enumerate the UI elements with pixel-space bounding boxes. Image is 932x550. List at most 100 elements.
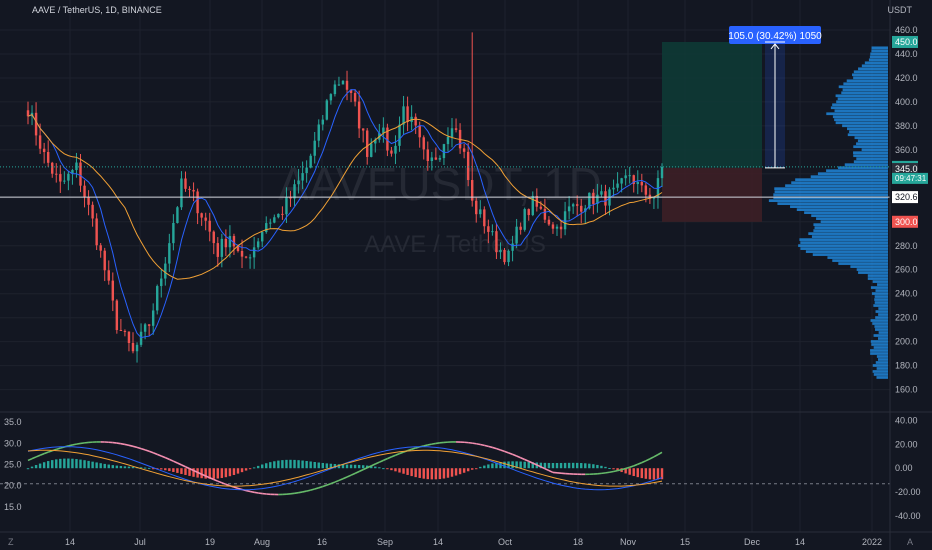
osc-main-line (338, 478, 344, 482)
osc-histogram-bar (188, 468, 191, 476)
symbol-title: AAVE / TetherUS, 1D, BINANCE (32, 5, 162, 15)
candle-body (495, 231, 498, 253)
osc-main-line (116, 442, 122, 445)
candle-body (406, 106, 409, 122)
volume-profile-bar (849, 130, 888, 134)
osc-main-line (508, 452, 513, 456)
price-range-measure[interactable]: 105.0 (30.42%) 1050 (728, 26, 822, 169)
price-tick-label: 160.0 (895, 385, 918, 395)
osc-histogram-bar (277, 460, 280, 469)
candle-body (228, 236, 232, 248)
candle-body (240, 250, 244, 257)
volume-profile-bar (841, 91, 888, 95)
osc-left-tick: 30.0 (4, 438, 22, 448)
price-tick-label: 360.0 (895, 145, 918, 155)
candle-body (111, 280, 115, 301)
candle-body (67, 173, 70, 181)
volume-profile-bar (832, 259, 888, 262)
volume-profile-bar (878, 358, 888, 361)
osc-histogram-bar (515, 461, 518, 469)
osc-histogram-bar (172, 468, 175, 472)
osc-main-line (209, 477, 215, 481)
candle-body (580, 205, 583, 212)
candle-body (131, 342, 135, 352)
horizontal-line[interactable] (0, 166, 890, 198)
osc-histogram-bar (656, 468, 660, 480)
candle-body (34, 112, 38, 136)
osc-main-line (56, 447, 61, 451)
time-tick-label: Dec (744, 537, 761, 547)
osc-main-line (657, 451, 663, 456)
osc-main-line (128, 444, 134, 448)
candle-body (256, 241, 260, 248)
long-position-tool[interactable] (662, 41, 762, 222)
osc-main-line (480, 443, 485, 447)
osc-histogram-bar (51, 460, 54, 469)
osc-histogram-bar (281, 460, 284, 469)
volume-profile-bar (853, 145, 888, 149)
candle-body (382, 127, 385, 133)
volume-profile-bar (814, 226, 888, 229)
osc-histogram-bar (442, 468, 446, 479)
osc-histogram-bar (592, 464, 595, 469)
volume-profile (768, 46, 888, 379)
candle-body (55, 173, 58, 175)
osc-histogram-bar (244, 468, 248, 471)
volume-profile-bar (870, 340, 888, 343)
timezone-icon[interactable]: Z (8, 537, 14, 547)
candle-body (103, 250, 106, 271)
osc-main-line (427, 443, 432, 446)
osc-histogram-bar (265, 463, 268, 469)
volume-profile-bar (817, 172, 888, 176)
osc-main-line (516, 455, 521, 459)
osc-main-line (330, 481, 336, 485)
osc-histogram-bar (212, 468, 215, 479)
volume-profile-bar (876, 376, 888, 379)
volume-profile-bar (869, 55, 888, 59)
candle-body (584, 208, 587, 212)
time-tick-label: 2022 (862, 537, 882, 547)
osc-histogram-bar (83, 460, 86, 469)
osc-histogram-bar (450, 468, 454, 477)
time-tick-label: 16 (317, 537, 327, 547)
candle-body (309, 155, 312, 168)
osc-histogram-bar (547, 462, 551, 469)
osc-main-line (213, 478, 219, 482)
price-tag (892, 215, 918, 228)
osc-main-line (132, 445, 138, 449)
candle-body (301, 173, 304, 181)
osc-main-line (177, 462, 182, 466)
osc-main-line (144, 449, 150, 453)
volume-profile-bar (861, 148, 888, 152)
osc-right-tick: -20.00 (895, 487, 921, 497)
osc-histogram-bar (454, 468, 458, 476)
volume-profile-bar (870, 352, 888, 355)
osc-histogram-bar (42, 462, 46, 469)
auto-scale-icon[interactable]: A (907, 537, 913, 547)
candle-body (329, 94, 333, 101)
osc-main-line (156, 453, 162, 457)
osc-histogram-bar (365, 465, 369, 469)
volume-profile-bar (870, 349, 888, 352)
time-axis[interactable]: 14 Jul 19 Aug 16 Sep 14 Oct 18 Nov 15 Dec 14 2022 (0, 531, 932, 547)
candle-body (160, 278, 163, 287)
candle-body (261, 232, 264, 242)
volume-profile-bar (835, 94, 888, 98)
time-tick-label: 14 (433, 537, 443, 547)
osc-histogram-bar (248, 468, 252, 470)
osc-histogram-bar (499, 462, 502, 469)
candle-body (596, 194, 599, 205)
candle-body (450, 128, 454, 137)
oscillator-pane: 35.0 30.0 25.0 20.0 15.0 40.00 20.00 0.00 -20.00… (0, 415, 921, 521)
osc-histogram-bar (462, 468, 466, 473)
osc-histogram-bar (370, 466, 373, 469)
osc-main-line (617, 468, 622, 472)
osc-main-line (43, 451, 49, 455)
candle-body (297, 180, 300, 185)
candle-body (454, 128, 458, 130)
volume-profile-bar (877, 283, 888, 286)
osc-histogram-bar (333, 464, 337, 469)
osc-main-line (148, 450, 154, 454)
candle-body (620, 178, 623, 184)
